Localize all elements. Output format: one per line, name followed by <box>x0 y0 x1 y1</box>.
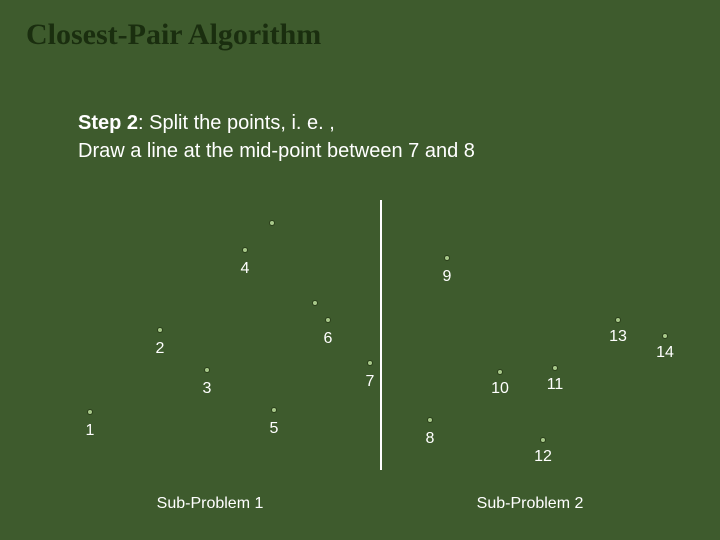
subproblem-label-1: Sub-Problem 1 <box>157 495 264 513</box>
point-12 <box>540 437 546 443</box>
divider-line <box>380 200 382 470</box>
point-label-8: 8 <box>426 430 435 448</box>
point-10 <box>497 369 503 375</box>
point-label-12: 12 <box>534 448 552 466</box>
point-label-2: 2 <box>156 340 165 358</box>
plot-area: 1234567891011121314Sub-Problem 1Sub-Prob… <box>0 0 720 540</box>
point-14 <box>662 333 668 339</box>
subproblem-label-2: Sub-Problem 2 <box>477 495 584 513</box>
point-label-1: 1 <box>86 422 95 440</box>
point-4 <box>242 247 248 253</box>
point-label-4: 4 <box>241 260 250 278</box>
point-3 <box>204 367 210 373</box>
point-label-6: 6 <box>324 330 333 348</box>
point-extra-14 <box>269 220 275 226</box>
point-1 <box>87 409 93 415</box>
point-label-9: 9 <box>443 268 452 286</box>
point-9 <box>444 255 450 261</box>
point-extra-15 <box>312 300 318 306</box>
point-label-5: 5 <box>270 420 279 438</box>
point-label-11: 11 <box>547 376 564 394</box>
point-label-3: 3 <box>203 380 212 398</box>
point-7 <box>367 360 373 366</box>
point-label-13: 13 <box>609 328 627 346</box>
point-2 <box>157 327 163 333</box>
point-8 <box>427 417 433 423</box>
point-5 <box>271 407 277 413</box>
point-label-10: 10 <box>491 380 509 398</box>
point-11 <box>552 365 558 371</box>
point-13 <box>615 317 621 323</box>
point-label-14: 14 <box>656 344 674 362</box>
point-6 <box>325 317 331 323</box>
point-label-7: 7 <box>366 373 375 391</box>
